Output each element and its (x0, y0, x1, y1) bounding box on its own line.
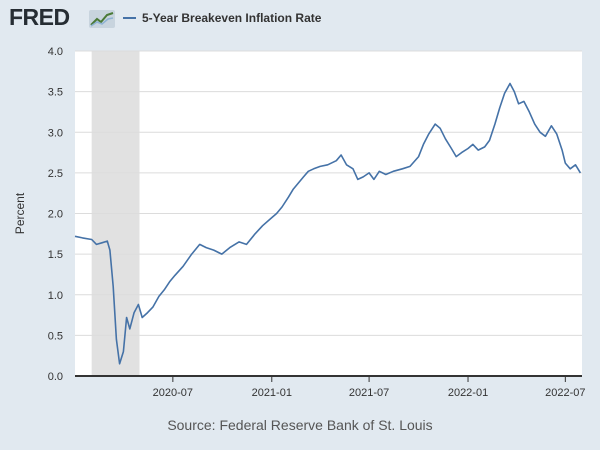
line-graph-icon (89, 10, 115, 28)
x-tick-label: 2020-07 (153, 387, 193, 399)
line-chart: 0.0 0.5 1.0 1.5 2.0 2.5 3.0 3.5 4.0 2020-07 2021-0… (13, 46, 586, 399)
x-tick-label: 2022-07 (545, 387, 585, 399)
y-tick-label: 0.0 (48, 371, 63, 383)
y-axis-label: Percent (13, 192, 27, 234)
y-tick-label: 0.5 (48, 330, 63, 342)
legend: 5-Year Breakeven Inflation Rate (123, 9, 321, 27)
legend-swatch (123, 17, 136, 19)
x-tick-label: 2021-01 (252, 387, 292, 399)
y-tick-label: 3.5 (48, 87, 63, 99)
legend-label: 5-Year Breakeven Inflation Rate (142, 11, 322, 25)
y-tick-label: 1.5 (48, 249, 63, 261)
x-tick-label: 2022-01 (448, 387, 488, 399)
y-tick-label: 3.0 (48, 127, 63, 139)
x-tick-label: 2021-07 (349, 387, 389, 399)
y-tick-label: 2.0 (48, 209, 63, 221)
fred-logo: FRED (9, 4, 70, 30)
source-note: Source: Federal Reserve Bank of St. Loui… (167, 417, 433, 433)
chart-header: FRED 5-Year Breakeven Inflation Rate (0, 0, 600, 40)
y-tick-label: 2.5 (48, 168, 63, 180)
y-tick-label: 1.0 (48, 290, 63, 302)
y-tick-label: 4.0 (48, 46, 63, 58)
series-line (74, 82, 582, 365)
